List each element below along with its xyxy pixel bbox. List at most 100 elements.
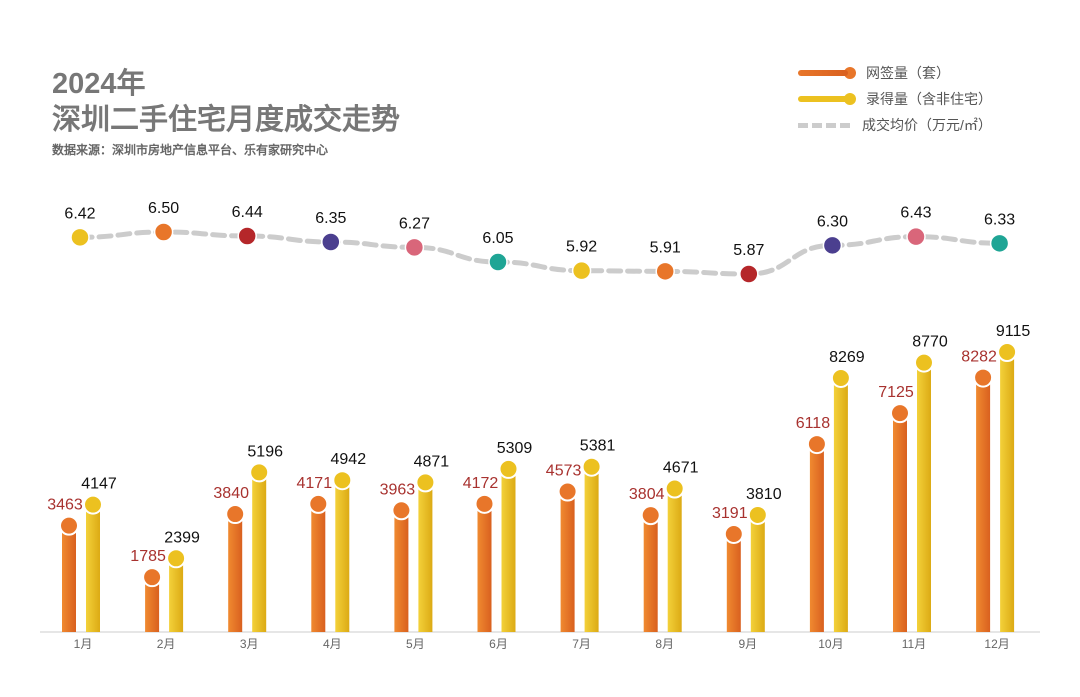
price-point: [822, 235, 843, 256]
bar-cap-signed: [806, 434, 827, 455]
bar-signed: [62, 525, 76, 632]
data-label-recorded: 2399: [164, 529, 200, 546]
bar-recorded: [584, 466, 599, 632]
price-label: 6.50: [148, 200, 179, 217]
x-tick-label: 12月: [984, 637, 1009, 651]
price-point: [488, 252, 508, 272]
data-label-recorded: 9115: [996, 323, 1031, 340]
bar-cap-signed: [640, 505, 661, 526]
chart-title-year: 2024年: [52, 68, 146, 100]
data-label-signed: 6118: [796, 415, 831, 432]
bar-cap-recorded: [166, 548, 187, 569]
legend-swatch-signed: [798, 70, 848, 76]
bar-recorded: [1000, 352, 1015, 632]
legend-label-price: 成交均价（万元/㎡）: [862, 117, 992, 133]
bar-cap-recorded: [997, 342, 1018, 362]
bar-signed: [643, 515, 658, 632]
bar-signed: [809, 444, 824, 632]
bar-recorded: [418, 482, 433, 632]
price-point: [906, 226, 926, 247]
data-label-signed: 8282: [961, 349, 997, 366]
data-label-signed: 3191: [712, 505, 748, 522]
bar-cap-recorded: [581, 456, 602, 477]
bar-recorded: [252, 472, 267, 632]
data-label-signed: 3463: [47, 497, 83, 514]
bar-recorded: [750, 514, 765, 632]
price-point: [571, 260, 592, 281]
legend-label-signed: 网签量（套）: [866, 65, 950, 81]
bar-cap-signed: [890, 403, 910, 424]
price-label: 6.43: [900, 205, 931, 222]
price-label: 5.87: [733, 242, 764, 259]
bar-cap-signed: [225, 504, 246, 525]
bar-cap-recorded: [914, 352, 934, 373]
data-label-recorded: 4871: [414, 453, 450, 470]
price-point: [153, 222, 174, 242]
price-point: [237, 226, 257, 246]
x-tick-label: 4月: [323, 637, 342, 651]
price-point: [321, 232, 341, 252]
data-label-signed: 3804: [629, 486, 665, 503]
price-label: 6.30: [817, 213, 848, 230]
bar-signed: [477, 503, 492, 632]
bar-cap-signed: [391, 500, 412, 521]
bar-recorded: [86, 504, 100, 632]
x-tick-label: 2月: [157, 637, 176, 651]
legend-price: 成交均价（万元/㎡）: [798, 115, 992, 135]
data-label-recorded: 3810: [746, 486, 782, 503]
price-label: 6.44: [232, 204, 263, 221]
price-label: 6.05: [482, 230, 513, 247]
data-label-recorded: 8770: [912, 334, 948, 351]
bar-cap-signed: [142, 567, 163, 588]
bar-signed: [893, 413, 907, 632]
x-tick-label: 3月: [240, 637, 259, 651]
data-label-signed: 7125: [878, 384, 914, 401]
x-tick-label: 8月: [655, 637, 674, 651]
x-tick-label: 6月: [489, 637, 508, 651]
bar-cap-recorded: [332, 470, 353, 491]
data-label-signed: 3840: [213, 485, 249, 502]
bar-signed: [976, 377, 991, 632]
bar-cap-signed: [973, 367, 994, 388]
price-label: 6.42: [64, 205, 95, 222]
bar-cap-signed: [59, 515, 79, 536]
data-label-signed: 4171: [297, 475, 333, 492]
x-tick-label: 9月: [738, 637, 757, 651]
price-label: 6.33: [984, 211, 1015, 228]
data-label-recorded: 5381: [580, 438, 616, 455]
data-label-recorded: 4147: [81, 476, 117, 493]
bar-signed: [394, 510, 409, 632]
bar-recorded: [169, 558, 184, 632]
price-point: [655, 261, 675, 282]
bar-recorded: [917, 362, 931, 632]
bar-cap-recorded: [498, 458, 519, 479]
bar-signed: [228, 514, 243, 632]
data-label-signed: 3963: [380, 481, 416, 498]
x-tick-label: 7月: [572, 637, 591, 651]
legend-label-recorded: 录得量（含非住宅）: [866, 91, 992, 107]
bar-cap-recorded: [249, 462, 270, 483]
bar-recorded: [667, 488, 682, 632]
price-line: [77, 229, 1003, 277]
bar-signed: [145, 577, 160, 632]
bar-recorded: [833, 377, 848, 632]
bar-recorded: [501, 468, 516, 632]
price-point: [989, 233, 1010, 254]
bar-signed: [560, 491, 575, 632]
bar-cap-signed: [723, 523, 744, 544]
x-tick-label: 1月: [74, 637, 93, 651]
bar-cap-recorded: [747, 504, 768, 525]
price-point: [739, 264, 759, 284]
bar-cap-signed: [308, 493, 329, 514]
data-label-recorded: 8269: [829, 349, 865, 366]
data-label-recorded: 5196: [247, 443, 283, 460]
price-label: 6.35: [315, 210, 346, 227]
bar-signed: [726, 533, 741, 632]
bar-cap-recorded: [83, 494, 103, 515]
x-tick-label: 10月: [818, 637, 843, 651]
data-label-recorded: 4942: [331, 451, 367, 468]
bar-cap-signed: [557, 481, 578, 502]
legend-swatch-price: [798, 122, 850, 128]
legend-swatch-recorded: [798, 96, 848, 102]
